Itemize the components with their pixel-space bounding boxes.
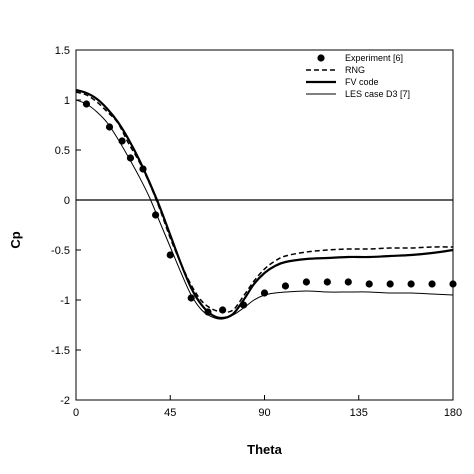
series-line-thin xyxy=(75,99,454,320)
experiment-data-point xyxy=(344,278,352,286)
y-tick-label: -2 xyxy=(60,395,70,407)
y-tick-label: 1 xyxy=(64,95,70,107)
experiment-data-point xyxy=(281,282,290,290)
experiment-data-point xyxy=(302,278,310,286)
x-tick-label: 45 xyxy=(164,407,176,419)
experiment-data-point xyxy=(407,280,415,288)
x-tick-label: 0 xyxy=(73,407,79,419)
y-tick-label: -1 xyxy=(60,295,70,307)
legend-label: FV code xyxy=(345,77,379,87)
legend: Experiment [6] RNG FV code LES case D3 [7] xyxy=(306,53,410,99)
tick-layer: 0 45 90 135 180 1.5 1 0.5 0 -0.5 -1 -1.5 -2 xyxy=(51,45,462,419)
y-axis-title: Cp xyxy=(8,231,23,248)
experiment-data-point xyxy=(365,280,373,288)
series-line-thick xyxy=(75,88,454,320)
experiment-data-point xyxy=(428,280,436,288)
experiment-data-point xyxy=(386,280,394,288)
legend-marker-experiment xyxy=(317,54,325,62)
y-tick-label: -0.5 xyxy=(51,245,70,257)
y-tick-label: 1.5 xyxy=(55,45,70,57)
x-tick-label: 180 xyxy=(444,407,462,419)
legend-label: LES case D3 [7] xyxy=(345,89,410,99)
legend-label: Experiment [6] xyxy=(345,53,403,63)
y-tick-label: 0.5 xyxy=(55,145,70,157)
experiment-data-point xyxy=(187,294,195,302)
x-tick-label: 90 xyxy=(258,407,270,419)
x-axis-title: Theta xyxy=(247,442,282,457)
legend-label: RNG xyxy=(345,65,365,75)
y-tick-label: 0 xyxy=(64,195,70,207)
experiment-data-point xyxy=(323,278,331,286)
series-line-dashed xyxy=(75,91,454,313)
experiment-data-point xyxy=(126,154,135,162)
experiment-data-point xyxy=(166,251,174,259)
x-tick-label: 135 xyxy=(350,407,368,419)
y-tick-label: -1.5 xyxy=(51,345,70,357)
plot-layer xyxy=(75,88,457,320)
